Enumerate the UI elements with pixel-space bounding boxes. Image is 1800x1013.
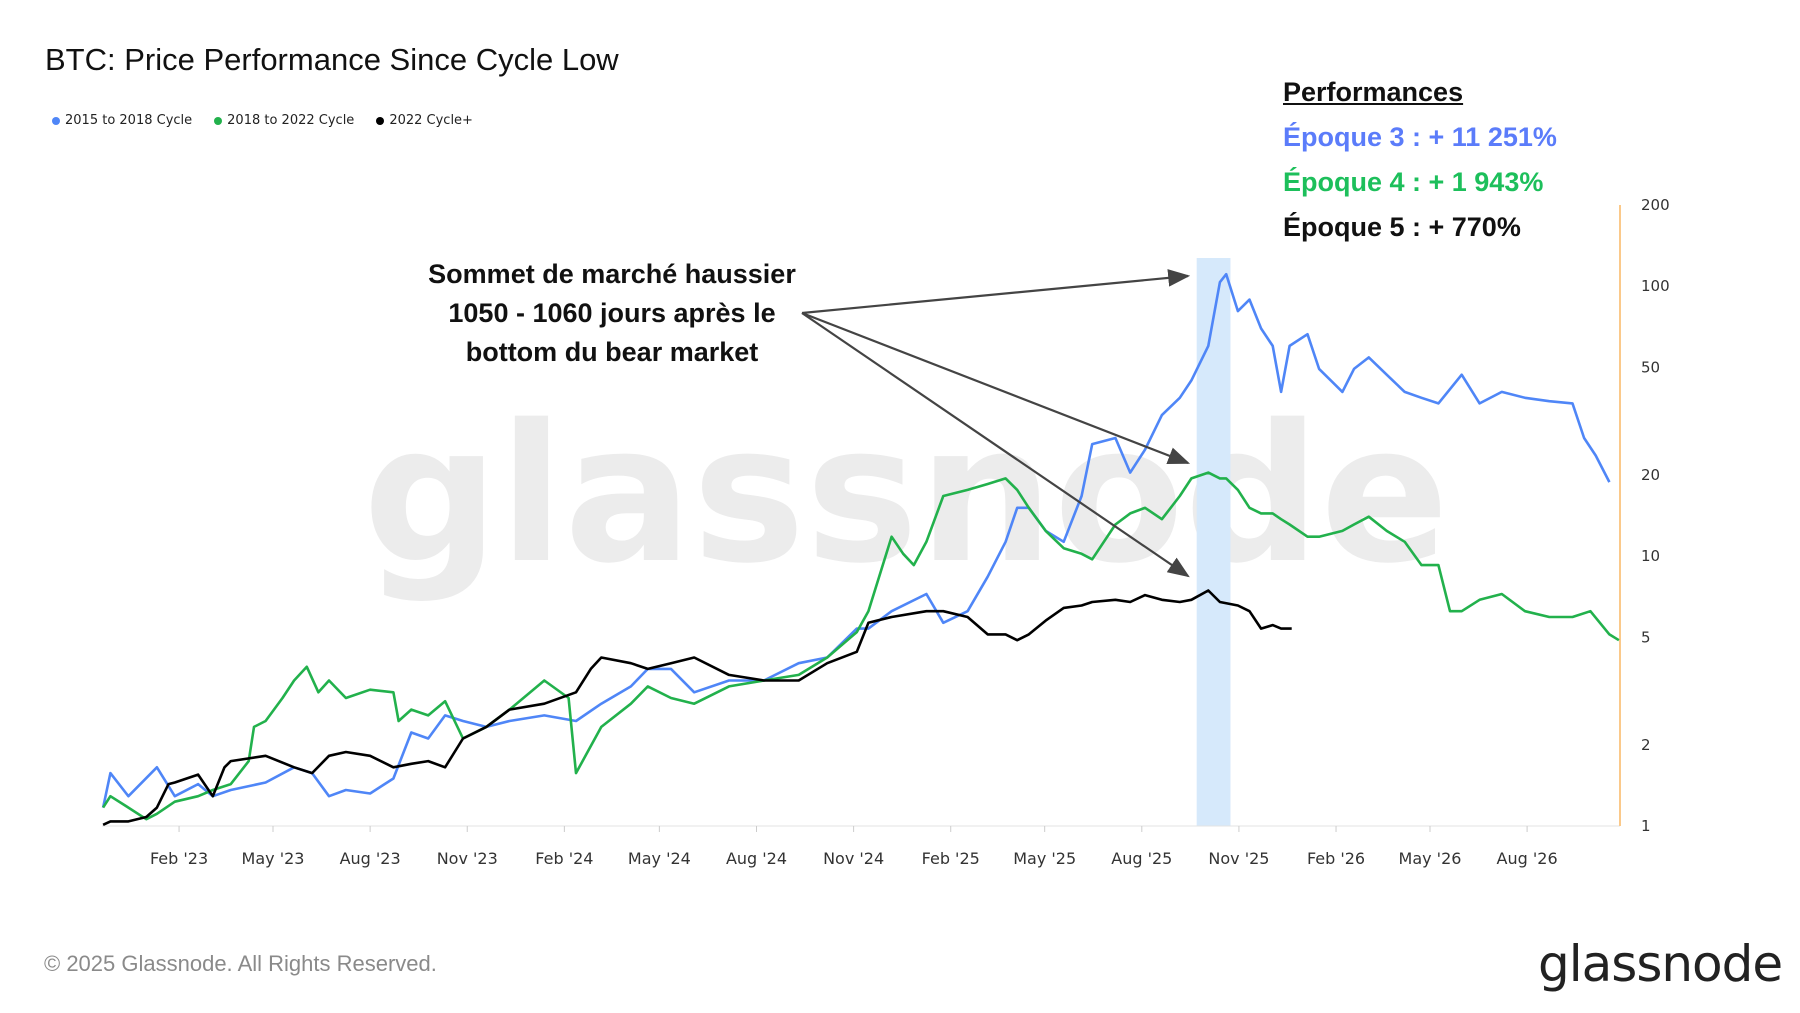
annotation-arrows [801, 269, 1191, 578]
series-line [101, 272, 1611, 808]
x-tick-label: Feb '26 [1307, 849, 1365, 868]
copyright: © 2025 Glassnode. All Rights Reserved. [44, 951, 437, 976]
y-tick-label: 50 [1641, 358, 1660, 376]
arrow-to-blue-peak [801, 269, 1191, 315]
x-tick-label: Aug '23 [340, 849, 401, 868]
x-tick-label: May '23 [242, 849, 305, 868]
legend-item-2015-2018[interactable]: 2015 to 2018 Cycle [52, 113, 192, 128]
series-line [102, 471, 1620, 821]
chart-title: BTC: Price Performance Since Cycle Low [45, 42, 619, 77]
x-tick-label: Nov '24 [823, 849, 884, 868]
x-tick-label: Feb '25 [922, 849, 980, 868]
watermark: glassnode [363, 384, 1449, 605]
y-tick-label: 200 [1641, 196, 1670, 214]
annotation-line: bottom du bear market [465, 337, 759, 367]
performance-epoch-5: Époque 5 : + 770% [1283, 212, 1521, 242]
y-tick-label: 10 [1641, 547, 1660, 565]
series-line [102, 589, 1292, 826]
series-1 [101, 272, 1611, 808]
annotation-line: Sommet de marché haussier [428, 259, 796, 289]
performance-epoch-4: Époque 4 : + 1 943% [1283, 167, 1544, 197]
x-tick-label: Aug '26 [1497, 849, 1558, 868]
x-tick-label: Aug '24 [726, 849, 787, 868]
annotation-line: 1050 - 1060 jours après le [448, 298, 776, 328]
highlight-band [1196, 258, 1231, 826]
legend-dot-icon [376, 116, 385, 125]
x-tick-label: Nov '23 [437, 849, 498, 868]
arrow-to-green-peak [801, 311, 1191, 465]
legend-dot-icon [52, 116, 60, 125]
glassnode-logo: glassnode [1538, 935, 1783, 993]
series-3 [102, 589, 1292, 826]
y-tick-label: 5 [1641, 628, 1651, 646]
legend-label: 2018 to 2022 Cycle [227, 113, 355, 128]
watermark-text: glassnode [363, 384, 1449, 605]
legend: 2015 to 2018 Cycle 2018 to 2022 Cycle 20… [52, 113, 473, 128]
performance-epoch-3: Époque 3 : + 11 251% [1283, 122, 1557, 152]
x-tick-label: May '26 [1399, 849, 1462, 868]
x-tick-label: Feb '23 [150, 849, 208, 868]
x-tick-label: Feb '24 [535, 849, 593, 868]
y-tick-label: 1 [1641, 817, 1651, 835]
x-tick-label: May '24 [628, 849, 691, 868]
legend-item-2022[interactable]: 2022 Cycle+ [376, 113, 473, 128]
arrow-to-black-peak [801, 312, 1190, 578]
x-tick-label: Nov '25 [1208, 849, 1269, 868]
performances-heading: Performances [1283, 77, 1464, 107]
x-tick-label: May '25 [1013, 849, 1076, 868]
annotation-text: Sommet de marché haussier 1050 - 1060 jo… [392, 255, 832, 372]
y-tick-label: 2 [1641, 736, 1651, 754]
legend-label: 2015 to 2018 Cycle [65, 113, 193, 128]
y-tick-label: 20 [1641, 466, 1660, 484]
y-tick-label: 100 [1641, 277, 1670, 295]
legend-dot-icon [214, 116, 223, 125]
x-tick-label: Aug '25 [1111, 849, 1172, 868]
legend-item-2018-2022[interactable]: 2018 to 2022 Cycle [214, 113, 354, 128]
legend-label: 2022 Cycle+ [389, 113, 473, 128]
performances-box: Performances Époque 3 : + 11 251% Époque… [1283, 70, 1557, 250]
